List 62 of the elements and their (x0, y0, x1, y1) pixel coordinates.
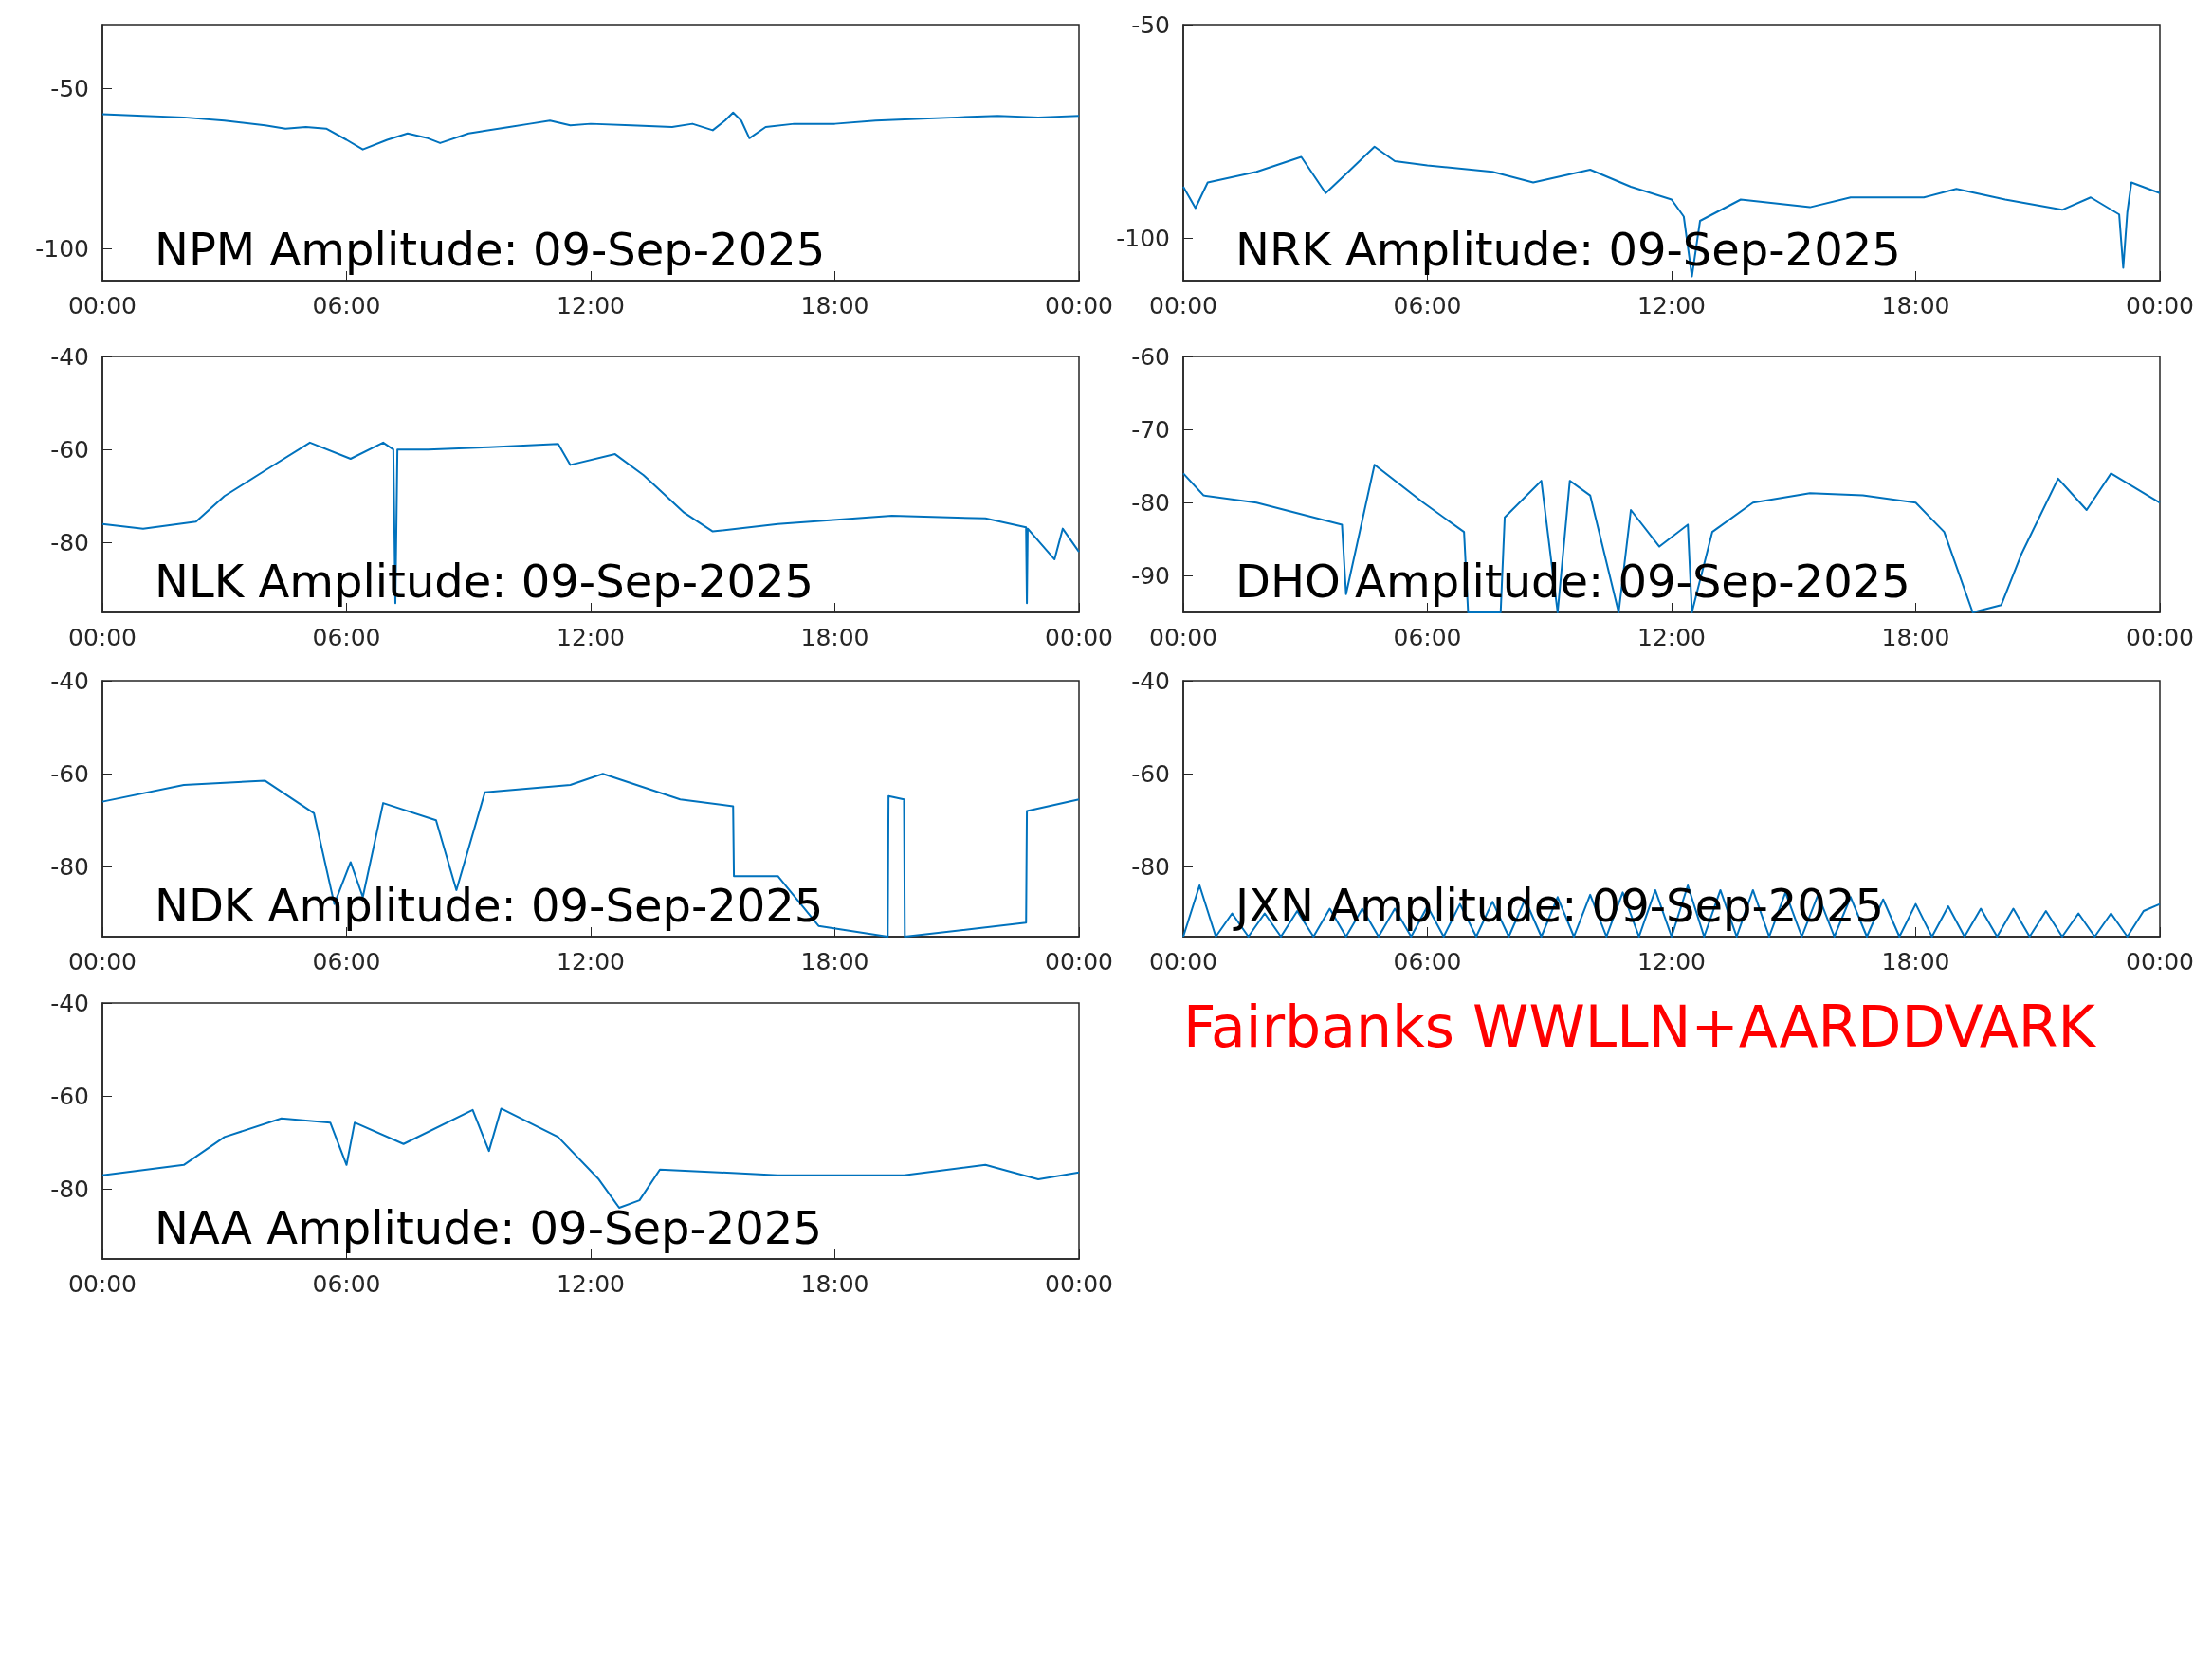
y-tick-label: -40 (50, 989, 89, 1017)
line-series (1182, 145, 2161, 278)
x-tick-label: 18:00 (800, 948, 869, 975)
y-tick-label: -70 (1131, 415, 1170, 444)
x-tick-label: 18:00 (1881, 624, 1950, 651)
x-tick-label: 06:00 (1393, 624, 1462, 651)
y-tick-label: -60 (1131, 342, 1170, 371)
y-tick-label: -60 (1131, 759, 1170, 788)
text: Fairbanks WWLLN+AARDDVARK (1183, 994, 2095, 1060)
x-tick-label: 00:00 (1148, 948, 1218, 975)
text: NAA Amplitude: 09-Sep-2025 (155, 1201, 822, 1254)
x-tick-label: 00:00 (2125, 948, 2195, 975)
x-tick-label: 12:00 (556, 292, 626, 319)
x-tick-label: 12:00 (556, 624, 626, 651)
x-tick-label: 18:00 (1881, 948, 1950, 975)
x-tick-label: 06:00 (1393, 292, 1462, 319)
y-tick-label: -60 (50, 1082, 89, 1110)
line-series (101, 1107, 1080, 1209)
y-tick-label: -80 (50, 852, 89, 881)
y-tick-label: -100 (1116, 224, 1170, 252)
y-tick-label: -100 (35, 234, 89, 263)
x-tick-label: 00:00 (67, 1270, 137, 1298)
y-tick-label: -90 (1131, 561, 1170, 590)
y-tick-label: -40 (50, 666, 89, 695)
y-tick-label: -40 (50, 342, 89, 371)
x-tick-label: 12:00 (1636, 948, 1707, 975)
x-tick-label: 00:00 (1044, 624, 1114, 651)
x-tick-label: 00:00 (67, 948, 137, 975)
x-tick-label: 06:00 (1393, 948, 1462, 975)
y-tick-label: -80 (1131, 488, 1170, 517)
y-tick-label: -60 (50, 435, 89, 464)
x-tick-label: 12:00 (1636, 292, 1707, 319)
x-tick-label: 18:00 (800, 1270, 869, 1298)
text: NPM Amplitude: 09-Sep-2025 (155, 223, 826, 276)
line-series (101, 441, 1080, 605)
y-tick-label: -80 (50, 1175, 89, 1203)
y-tick-label: -80 (1131, 852, 1170, 881)
x-tick-label: 00:00 (1044, 292, 1114, 319)
x-tick-label: 00:00 (2125, 292, 2195, 319)
x-tick-label: 00:00 (2125, 624, 2195, 651)
x-tick-label: 00:00 (67, 624, 137, 651)
x-tick-label: 00:00 (67, 292, 137, 319)
line-series (101, 111, 1080, 151)
x-tick-label: 06:00 (312, 624, 381, 651)
y-tick-label: -50 (50, 75, 89, 102)
x-tick-label: 18:00 (800, 624, 869, 651)
x-tick-label: 06:00 (312, 292, 381, 319)
x-tick-label: 00:00 (1148, 292, 1218, 319)
x-tick-label: 18:00 (1881, 292, 1950, 319)
x-tick-label: 18:00 (800, 292, 869, 319)
y-tick-label: -40 (1131, 666, 1170, 695)
x-tick-label: 12:00 (1636, 624, 1707, 651)
x-tick-label: 00:00 (1148, 624, 1218, 651)
x-tick-label: 06:00 (312, 948, 381, 975)
y-tick-label: -80 (50, 528, 89, 556)
x-tick-label: 06:00 (312, 1270, 381, 1298)
x-tick-label: 00:00 (1044, 948, 1114, 975)
x-tick-label: 12:00 (556, 948, 626, 975)
y-tick-label: -50 (1131, 10, 1170, 39)
x-tick-label: 12:00 (556, 1270, 626, 1298)
y-tick-label: -60 (50, 759, 89, 788)
x-tick-label: 00:00 (1044, 1270, 1114, 1298)
